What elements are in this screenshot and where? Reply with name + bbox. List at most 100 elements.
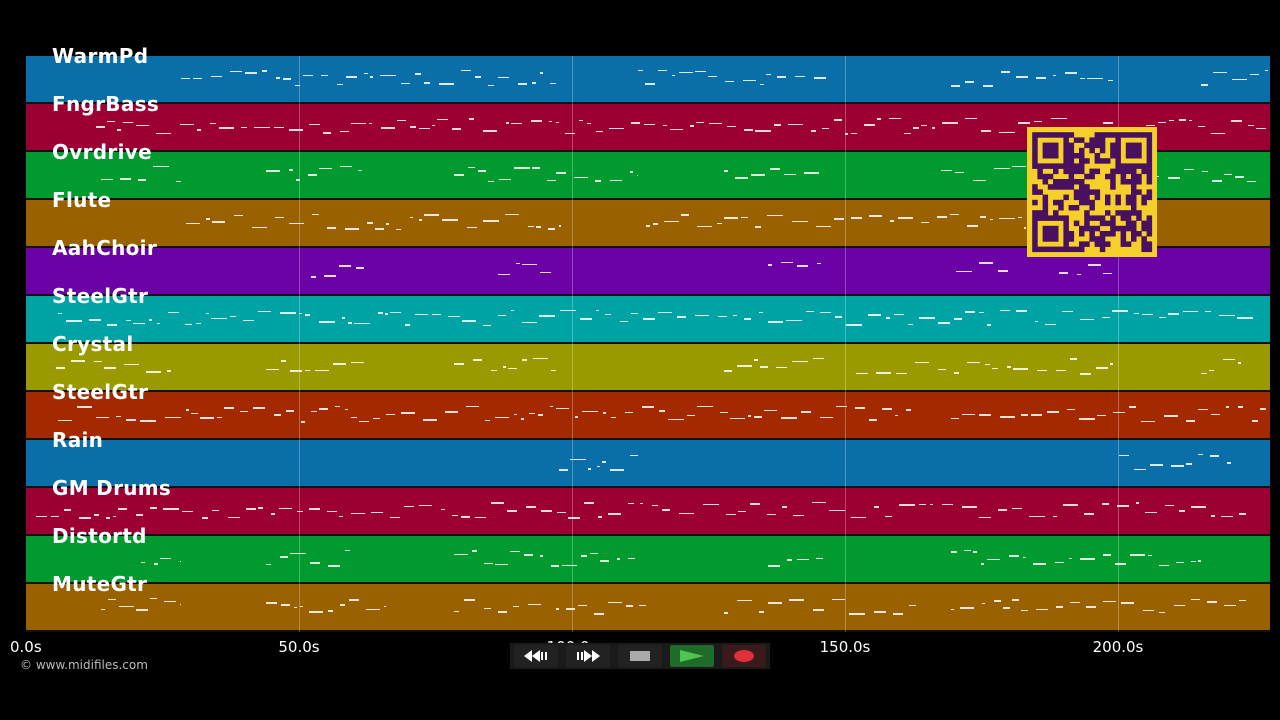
note-mark (454, 554, 468, 555)
qr-module (1146, 173, 1153, 180)
note-mark (133, 323, 145, 324)
note-mark (138, 179, 146, 181)
note-mark (228, 517, 240, 518)
note-mark (1000, 310, 1010, 311)
note-mark (575, 416, 578, 418)
track-label: Distortd (52, 524, 147, 548)
qr-module (1125, 179, 1132, 185)
note-mark (882, 408, 892, 410)
note-mark (789, 599, 804, 601)
note-mark (1059, 272, 1068, 274)
note-mark (1183, 311, 1198, 312)
note-mark (755, 226, 761, 228)
qr-module (1084, 220, 1090, 227)
note-mark (795, 76, 805, 77)
qr-module (1131, 210, 1137, 216)
fast-forward-button[interactable] (566, 645, 610, 667)
fast-forward-icon (577, 650, 600, 662)
note-mark (806, 311, 814, 312)
note-mark (454, 174, 464, 176)
note-mark (241, 127, 247, 128)
qr-module (1068, 184, 1075, 190)
note-mark (484, 608, 491, 609)
note-mark (835, 316, 842, 318)
note-mark (869, 419, 877, 421)
note-mark (279, 508, 292, 509)
note-mark (580, 318, 592, 320)
stop-button[interactable] (618, 645, 662, 667)
note-mark (919, 504, 926, 505)
note-mark (768, 565, 780, 567)
note-mark (994, 168, 1010, 169)
note-mark (1056, 606, 1063, 608)
qr-module (1032, 184, 1038, 190)
transport-bar (510, 643, 770, 669)
qr-module (1058, 215, 1064, 221)
note-mark (1174, 605, 1185, 606)
note-mark (964, 550, 971, 551)
note-mark (1134, 469, 1146, 470)
note-mark (1159, 565, 1169, 566)
qr-module (1115, 194, 1121, 201)
note-mark (1260, 408, 1266, 410)
note-mark (186, 409, 189, 411)
qr-module (1053, 163, 1059, 169)
qr-module (1032, 225, 1038, 232)
note-mark (1159, 317, 1166, 318)
note-mark (979, 262, 993, 264)
play-button[interactable] (670, 645, 714, 667)
note-mark (345, 409, 348, 410)
note-mark (118, 508, 127, 510)
note-mark (774, 124, 781, 126)
note-mark (584, 502, 594, 504)
qr-module (1073, 194, 1080, 201)
note-mark (439, 83, 454, 85)
note-mark (965, 81, 974, 83)
note-mark (885, 516, 892, 517)
note-mark (1212, 180, 1222, 182)
note-mark (726, 514, 736, 515)
note-mark (266, 170, 280, 172)
note-mark (1224, 174, 1232, 175)
qr-module (1110, 168, 1116, 175)
note-mark (1247, 181, 1256, 182)
qr-module (1136, 231, 1142, 237)
note-mark (511, 310, 514, 311)
note-mark (782, 506, 787, 508)
note-mark (724, 170, 728, 172)
note-mark (1221, 516, 1233, 517)
qr-module (1042, 147, 1049, 154)
note-mark (788, 124, 803, 125)
qr-module (1089, 189, 1095, 195)
qr-module (1042, 246, 1049, 253)
note-mark (720, 412, 728, 413)
qr-module (1084, 142, 1090, 149)
note-mark (1168, 313, 1179, 315)
note-mark (160, 558, 171, 559)
note-mark (345, 228, 359, 230)
qr-module (1079, 153, 1085, 159)
qr-module (1120, 225, 1127, 232)
note-mark (899, 504, 915, 506)
qr-module (1089, 236, 1095, 242)
note-mark (230, 71, 242, 72)
record-button[interactable] (722, 645, 766, 667)
note-mark (733, 315, 737, 316)
note-mark (1103, 601, 1116, 602)
rewind-button[interactable] (514, 645, 558, 667)
note-mark (570, 459, 586, 460)
qr-module (1053, 142, 1059, 149)
note-mark (539, 315, 555, 317)
qr-module (1073, 189, 1080, 195)
note-mark (1211, 133, 1225, 134)
note-mark (781, 262, 793, 263)
note-mark (468, 167, 475, 168)
note-mark (164, 601, 176, 602)
qr-module (1068, 168, 1075, 175)
note-mark (1051, 118, 1067, 119)
qr-module (1146, 168, 1153, 175)
qr-module (1099, 158, 1106, 164)
note-mark (845, 133, 848, 135)
lane-separator (26, 534, 1270, 536)
note-mark (855, 407, 865, 409)
